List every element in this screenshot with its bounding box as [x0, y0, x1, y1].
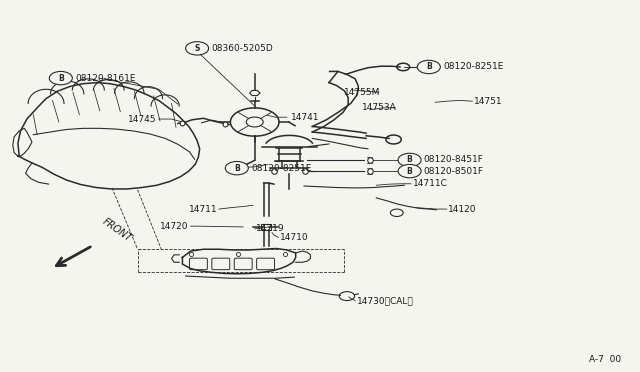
Text: A-7  00: A-7 00	[589, 355, 621, 364]
Circle shape	[417, 60, 440, 74]
Text: 08120-8251E: 08120-8251E	[251, 164, 311, 173]
Text: FRONT: FRONT	[100, 217, 134, 244]
Circle shape	[186, 42, 209, 55]
Text: 14120: 14120	[448, 205, 477, 214]
Text: B: B	[234, 164, 239, 173]
Text: 14711: 14711	[189, 205, 218, 214]
Text: B: B	[407, 155, 412, 164]
Circle shape	[49, 71, 72, 85]
Bar	[261, 224, 271, 230]
Text: 14719: 14719	[256, 224, 285, 233]
Text: 14745: 14745	[128, 115, 157, 124]
Text: 08120-8251E: 08120-8251E	[443, 62, 503, 71]
Text: 08120-8501F: 08120-8501F	[424, 167, 484, 176]
Text: 14741: 14741	[291, 113, 320, 122]
Text: 14753A: 14753A	[362, 103, 397, 112]
Text: B: B	[58, 74, 63, 83]
Text: B: B	[426, 62, 431, 71]
Circle shape	[398, 153, 421, 167]
Circle shape	[225, 161, 248, 175]
Circle shape	[398, 164, 421, 178]
Text: 14755M: 14755M	[344, 88, 381, 97]
Text: 08120-8451F: 08120-8451F	[424, 155, 484, 164]
Text: B: B	[407, 167, 412, 176]
Text: 08360-5205D: 08360-5205D	[211, 44, 273, 53]
Text: 14710: 14710	[280, 233, 309, 242]
Text: 14730〈CAL〉: 14730〈CAL〉	[357, 296, 414, 305]
Text: 14720: 14720	[160, 222, 189, 231]
Text: 08120-8161E: 08120-8161E	[75, 74, 136, 83]
Text: S: S	[195, 44, 200, 53]
Text: 14751: 14751	[474, 97, 502, 106]
Text: 14711C: 14711C	[413, 179, 447, 188]
